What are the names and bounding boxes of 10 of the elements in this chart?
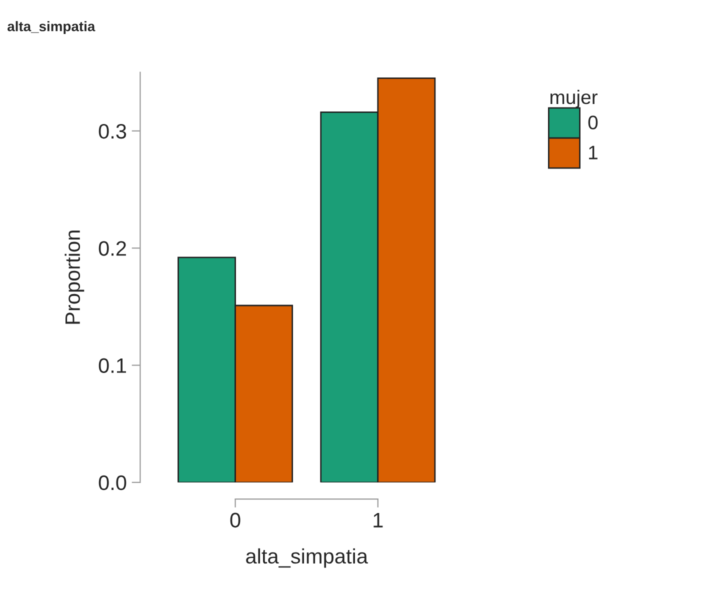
y-axis-title: Proportion — [64, 230, 84, 324]
legend-label: 1 — [589, 146, 598, 160]
text: alta_simpatia — [8, 21, 96, 34]
legend-title: mujer — [550, 90, 598, 108]
y-tick-label: 0.0 — [98, 475, 126, 490]
y-tick-label: 0.1 — [98, 358, 126, 373]
y-tick-label: 0.3 — [98, 124, 126, 139]
y-tick-label: 0.2 — [98, 241, 126, 256]
legend-label: 0 — [588, 116, 598, 130]
x-axis-title: alta_simpatia — [246, 548, 368, 568]
